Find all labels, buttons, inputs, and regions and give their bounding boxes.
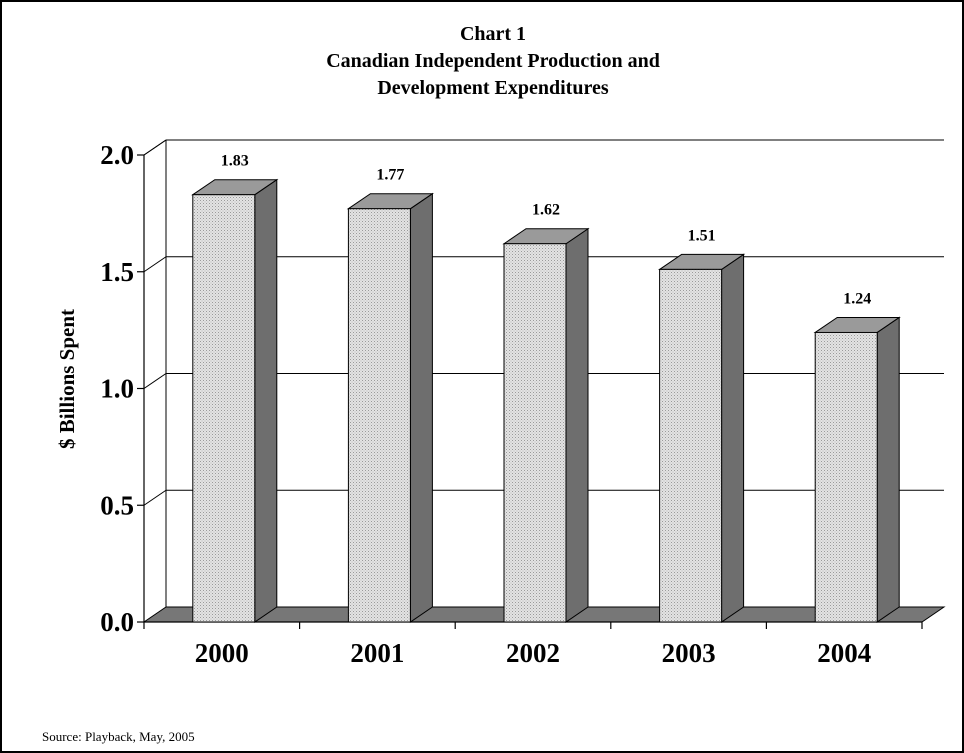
bar-chart: Chart 1 Canadian Independent Production … bbox=[2, 2, 962, 702]
bar-front bbox=[504, 244, 566, 622]
x-tick-label: 2004 bbox=[817, 638, 871, 668]
bar bbox=[504, 229, 588, 622]
title-line-2: Canadian Independent Production and bbox=[326, 50, 660, 72]
y-tick-label: 0.0 bbox=[100, 607, 134, 637]
bar-side bbox=[566, 229, 588, 622]
wall-top-edge bbox=[144, 140, 166, 155]
gridline-side bbox=[144, 374, 166, 389]
chart-title: Chart 1 Canadian Independent Production … bbox=[326, 23, 660, 99]
bar-side bbox=[722, 254, 744, 622]
y-tick-label: 1.5 bbox=[100, 257, 134, 287]
y-tick-label: 1.0 bbox=[100, 374, 134, 404]
x-tick-label: 2001 bbox=[350, 638, 404, 668]
bar-front bbox=[348, 209, 410, 622]
bar bbox=[348, 194, 432, 622]
x-tick-label: 2000 bbox=[195, 638, 249, 668]
data-label: 1.77 bbox=[376, 167, 404, 184]
bar bbox=[815, 317, 899, 622]
bar-side bbox=[410, 194, 432, 622]
data-label: 1.83 bbox=[221, 153, 249, 170]
bar-front bbox=[193, 195, 255, 622]
bar-side bbox=[877, 317, 899, 622]
title-line-1: Chart 1 bbox=[460, 23, 526, 45]
bar-front bbox=[815, 332, 877, 622]
y-tick-label: 0.5 bbox=[100, 490, 134, 520]
y-tick-label: 2.0 bbox=[100, 140, 134, 170]
title-line-3: Development Expenditures bbox=[377, 77, 609, 99]
gridline-side bbox=[144, 257, 166, 272]
y-axis-label: $ Billions Spent bbox=[55, 309, 79, 449]
gridline-side bbox=[144, 490, 166, 505]
x-tick-label: 2002 bbox=[506, 638, 560, 668]
bars bbox=[193, 180, 899, 622]
bar-front bbox=[660, 269, 722, 622]
bar-side bbox=[255, 180, 277, 622]
data-label: 1.62 bbox=[532, 202, 560, 219]
bar bbox=[660, 254, 744, 622]
bar bbox=[193, 180, 277, 622]
data-label: 1.24 bbox=[843, 290, 871, 307]
x-tick-label: 2003 bbox=[662, 638, 716, 668]
source-note: Source: Playback, May, 2005 bbox=[42, 729, 195, 745]
data-label: 1.51 bbox=[688, 227, 716, 244]
